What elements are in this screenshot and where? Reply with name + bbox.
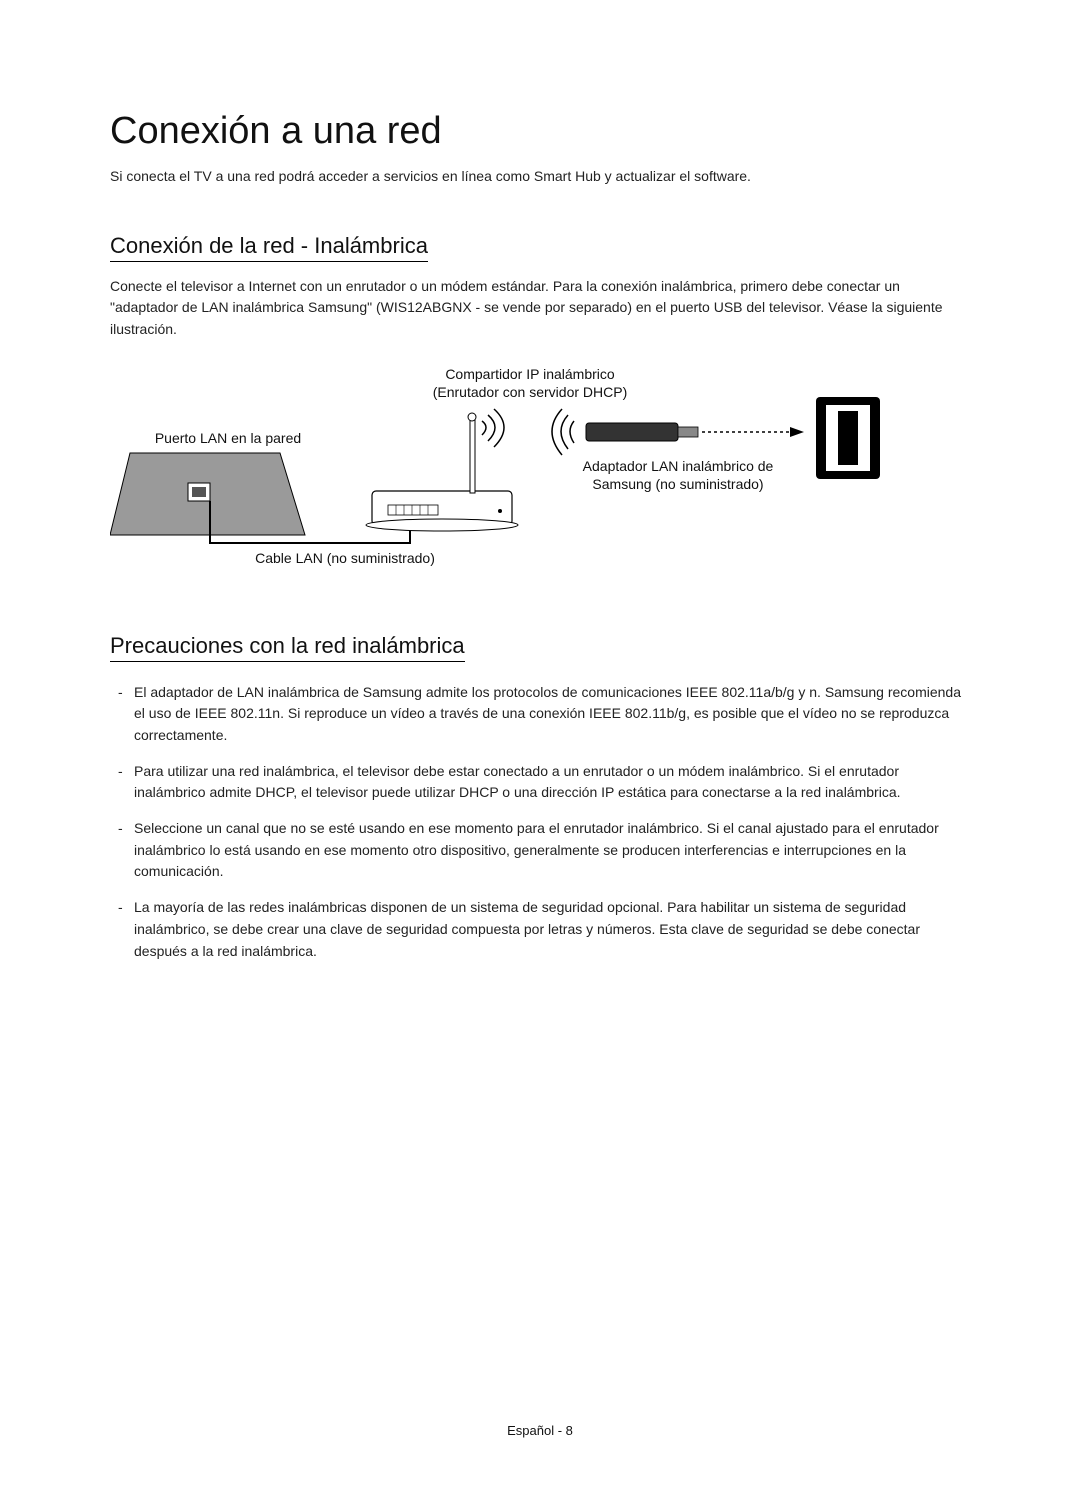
adapter-label: Adaptador LAN inalámbrico de Samsung (no…: [548, 457, 808, 493]
wall-plate-icon: [110, 453, 305, 535]
list-item: Seleccione un canal que no se esté usand…: [110, 818, 970, 883]
wall-port-label: Puerto LAN en la pared: [138, 429, 318, 447]
page: Conexión a una red Si conecta el TV a un…: [0, 0, 1080, 1494]
router-label-line2: (Enrutador con servidor DHCP): [433, 384, 628, 400]
list-item: El adaptador de LAN inalámbrica de Samsu…: [110, 682, 970, 747]
usb-adapter-icon: [586, 423, 698, 441]
signal-waves-icon: [552, 409, 574, 455]
list-item: Para utilizar una red inalámbrica, el te…: [110, 761, 970, 804]
page-footer: Español - 8: [0, 1423, 1080, 1438]
section1-body: Conecte el televisor a Internet con un e…: [110, 276, 970, 341]
list-item: La mayoría de las redes inalámbricas dis…: [110, 897, 970, 962]
adapter-label-line1: Adaptador LAN inalámbrico de: [583, 458, 774, 474]
adapter-label-line2: Samsung (no suministrado): [592, 476, 763, 492]
arrow-icon: [702, 427, 804, 437]
router-label-line1: Compartidor IP inalámbrico: [445, 366, 614, 382]
section1-heading: Conexión de la red - Inalámbrica: [110, 233, 428, 262]
section2-heading: Precauciones con la red inalámbrica: [110, 633, 465, 662]
page-title: Conexión a una red: [110, 110, 970, 153]
router-icon: [366, 409, 518, 531]
router-label: Compartidor IP inalámbrico (Enrutador co…: [400, 365, 660, 401]
network-diagram: Compartidor IP inalámbrico (Enrutador co…: [110, 365, 970, 585]
cable-label: Cable LAN (no suministrado): [240, 549, 450, 567]
tv-icon: [816, 397, 880, 479]
precautions-list: El adaptador de LAN inalámbrica de Samsu…: [110, 682, 970, 963]
intro-text: Si conecta el TV a una red podrá acceder…: [110, 167, 970, 187]
